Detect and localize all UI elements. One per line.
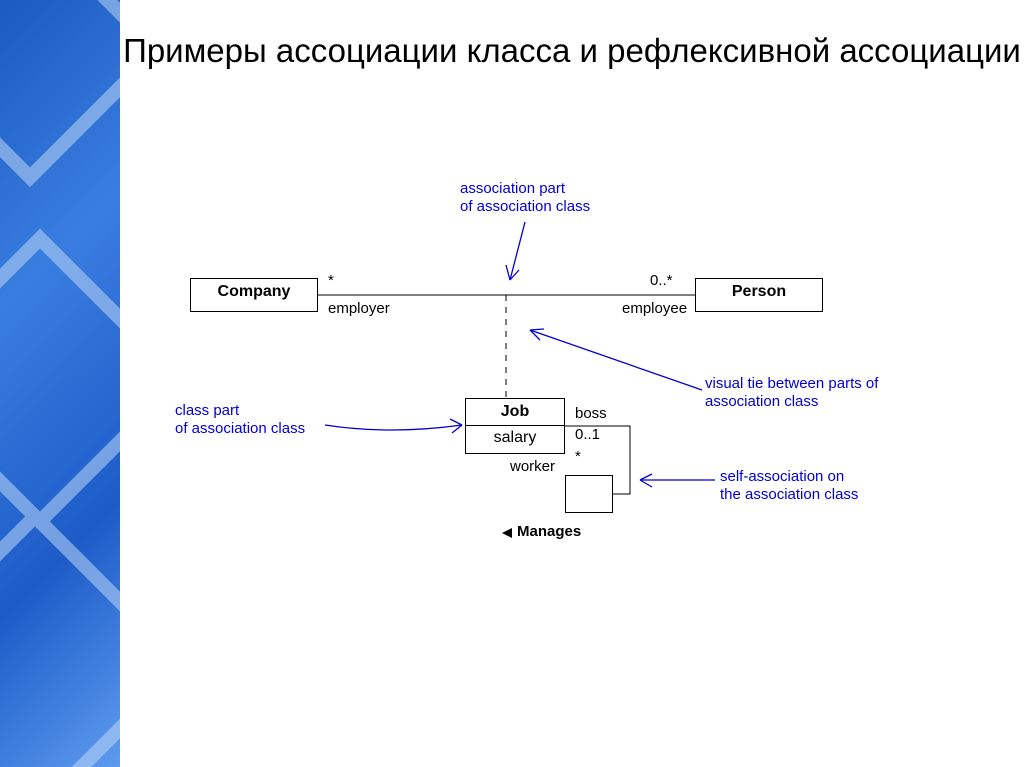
class-job: Job salary	[465, 398, 565, 454]
annotation-class-part-l2: of association class	[175, 420, 305, 437]
annotation-self-assoc-l2: the association class	[720, 486, 858, 503]
uml-diagram: Company Person Job salary * employer 0..…	[130, 180, 1010, 680]
annotation-visual-tie-l1: visual tie between parts of	[705, 375, 878, 392]
sidebar-pattern	[0, 0, 120, 767]
class-person: Person	[695, 278, 823, 312]
company-multiplicity: *	[328, 272, 334, 289]
anon-class-box	[565, 475, 613, 513]
slide-title: Примеры ассоциации класса и рефлексивной…	[120, 30, 1024, 71]
class-company-name: Company	[191, 279, 317, 305]
annotation-self-assoc-l1: self-association on	[720, 468, 844, 485]
annotation-class-part: class part of association class	[175, 402, 305, 438]
self-mult-top: 0..1	[575, 426, 600, 443]
annotation-self-assoc: self-association on the association clas…	[720, 468, 858, 504]
annotation-visual-tie: visual tie between parts of association …	[705, 375, 878, 411]
class-job-name: Job	[466, 399, 564, 425]
class-person-name: Person	[696, 279, 822, 305]
person-multiplicity: 0..*	[650, 272, 673, 289]
self-role-worker: worker	[510, 458, 555, 475]
class-job-attr-salary: salary	[466, 425, 564, 450]
self-role-boss: boss	[575, 405, 607, 422]
annotation-class-part-l1: class part	[175, 402, 239, 419]
self-mult-bottom: *	[575, 448, 581, 465]
person-role: employee	[622, 300, 687, 317]
class-company: Company	[190, 278, 318, 312]
self-assoc-name: Manages	[517, 523, 581, 540]
annotation-assoc-part-l2: of association class	[460, 198, 590, 215]
annotation-visual-tie-l2: association class	[705, 393, 818, 410]
slide-sidebar	[0, 0, 120, 767]
company-role: employer	[328, 300, 390, 317]
annotation-assoc-part: association part of association class	[460, 180, 590, 216]
annotation-assoc-part-l1: association part	[460, 180, 565, 197]
